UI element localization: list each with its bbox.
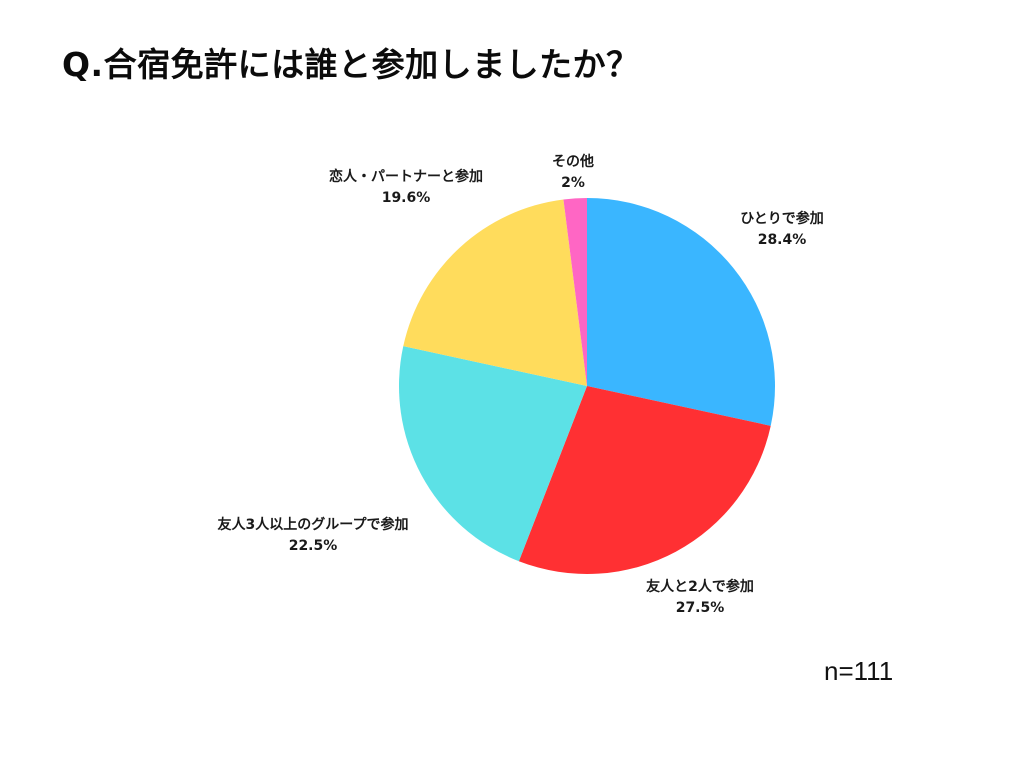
slice-label: その他 2% — [552, 152, 594, 194]
slice-label-name: ひとりで参加 — [740, 211, 824, 227]
pie-slice-3 — [398, 346, 587, 562]
pie-slice-4 — [403, 199, 587, 386]
slice-label: 友人と2人で参加 27.5% — [646, 577, 754, 619]
pie-slice-5 — [563, 198, 587, 386]
pie-slice-2 — [518, 386, 771, 575]
slice-label-name: 恋人・パートナーと参加 — [329, 169, 483, 185]
slice-label-value: 22.5% — [288, 538, 338, 554]
slice-label-name: その他 — [552, 154, 594, 170]
slice-label-name: 友人3人以上のグループで参加 — [217, 517, 409, 533]
slice-label: 恋人・パートナーと参加 19.6% — [329, 167, 483, 209]
slice-label-value: 2% — [561, 175, 585, 191]
chart-title: Q.合宿免許には誰と参加しましたか？ — [62, 45, 640, 84]
slice-label: 友人3人以上のグループで参加 22.5% — [218, 515, 409, 557]
slice-label: ひとりで参加 28.4% — [740, 209, 824, 251]
sample-size: n=111 — [824, 656, 894, 686]
slice-label-value: 27.5% — [675, 600, 725, 616]
slice-label-value: 19.6% — [381, 190, 431, 206]
slice-label-name: 友人と2人で参加 — [646, 579, 754, 595]
pie-slice-1 — [587, 198, 776, 426]
slice-label-value: 28.4% — [757, 232, 807, 248]
